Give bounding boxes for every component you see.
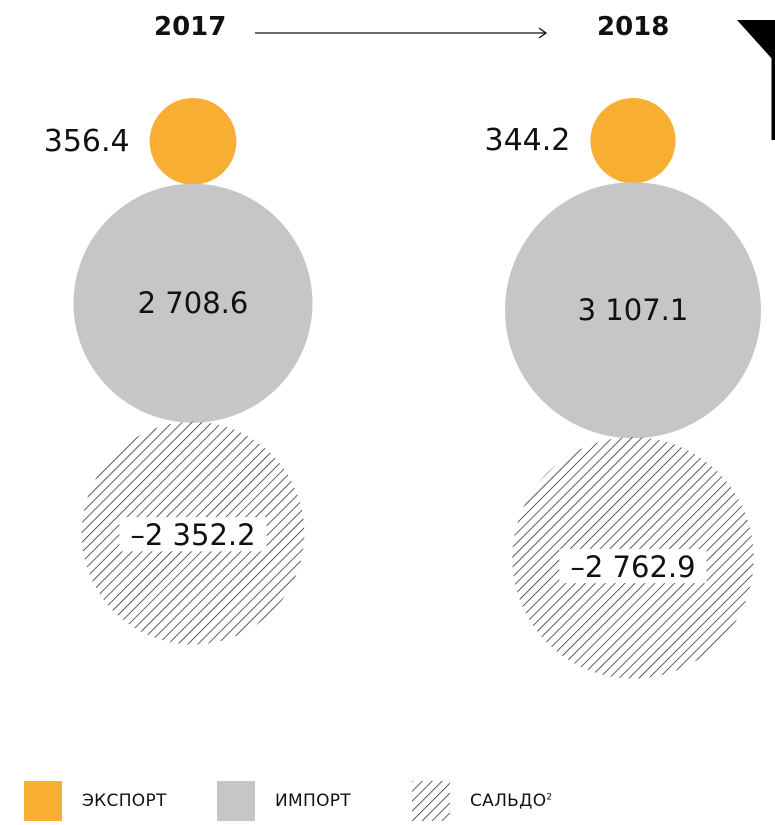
legend-label-import: ИМПОРТ [275, 791, 351, 811]
legend-swatch-import [217, 781, 255, 821]
bubble-import-2017 [73, 183, 313, 423]
value-label-balance-2018: –2 762.9 [570, 550, 695, 584]
legend-swatch-export [24, 781, 62, 821]
legend-import: ИМПОРТ [217, 780, 351, 822]
value-label-backing [559, 548, 707, 584]
legend: ЭКСПОРТ [24, 780, 167, 822]
value-label-backing [119, 517, 267, 552]
value-label-balance-2017: –2 352.2 [130, 518, 255, 552]
value-label-import-2017: 2 708.6 [138, 286, 249, 320]
bubble-export-2018 [590, 98, 676, 184]
legend-label-export: ЭКСПОРТ [82, 791, 167, 811]
value-label-import-2018: 3 107.1 [578, 293, 689, 327]
year-label-2018: 2018 [597, 12, 670, 42]
value-label-export-2018: 344.2 [485, 123, 571, 158]
bubble-import-2018 [505, 182, 761, 439]
corner-tab-icon [737, 20, 775, 140]
arrow-right-icon [255, 27, 548, 39]
bubble-export-2017 [149, 98, 237, 185]
footnote-marker: 2 [546, 792, 553, 803]
year-label-2017: 2017 [154, 12, 227, 42]
value-label-export-2017: 356.4 [44, 124, 130, 159]
legend-swatch-balance [412, 781, 450, 821]
legend-balance: САЛЬДО2 [412, 780, 552, 822]
legend-label-balance: САЛЬДО2 [470, 791, 553, 811]
